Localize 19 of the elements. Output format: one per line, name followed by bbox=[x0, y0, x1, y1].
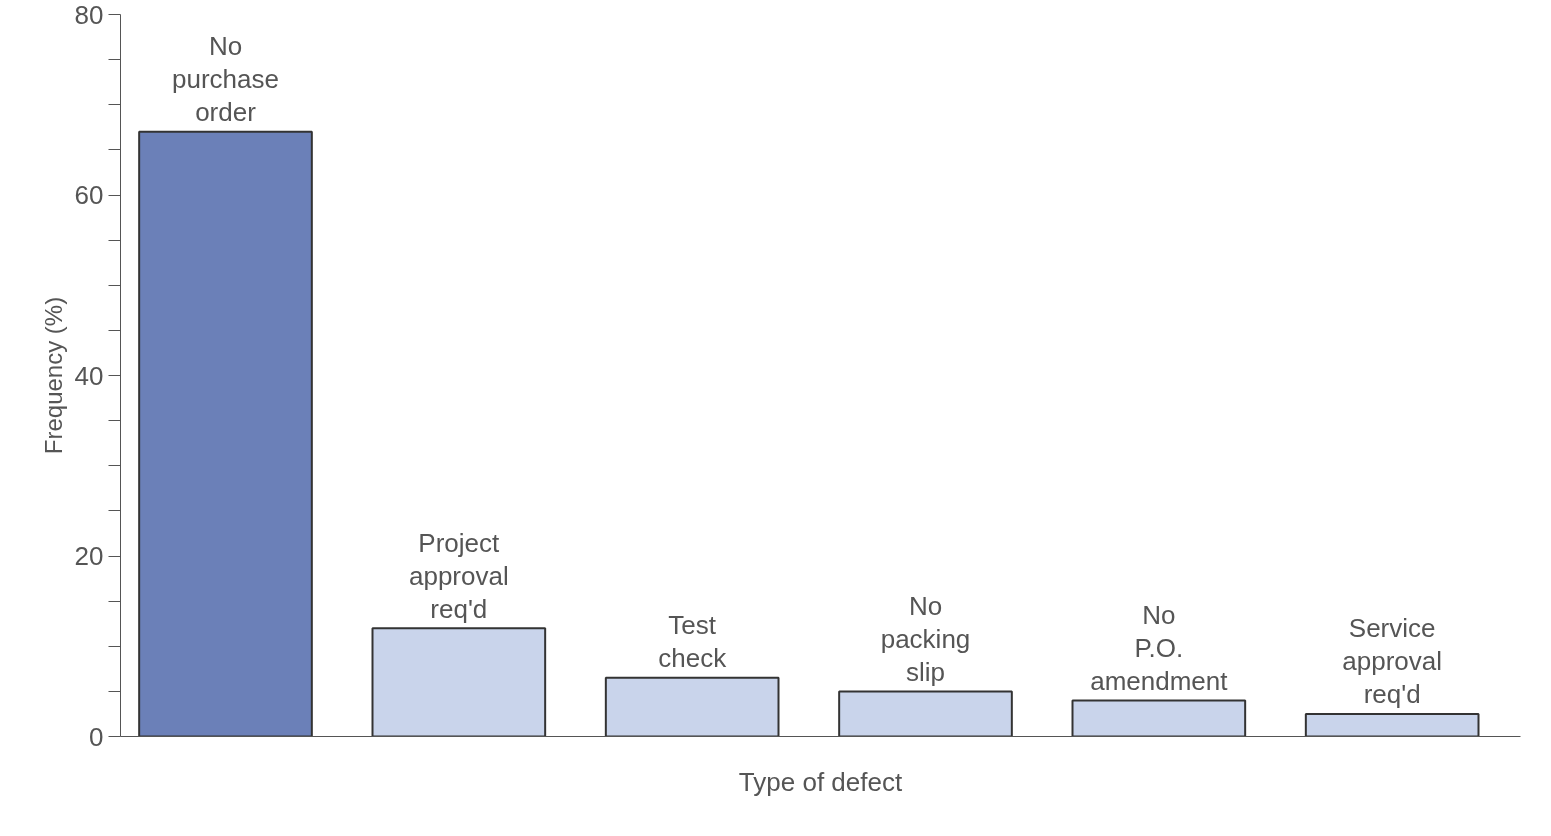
bar bbox=[1304, 712, 1480, 737]
x-tick-label: Service approval req'd bbox=[1342, 613, 1443, 710]
bar bbox=[604, 676, 780, 737]
y-tick-label: 20 bbox=[74, 541, 104, 571]
x-tick-label: No purchase order bbox=[172, 31, 279, 128]
y-tick-label: 80 bbox=[74, 0, 104, 30]
bar bbox=[838, 690, 1013, 737]
y-tick-label: 0 bbox=[89, 721, 104, 752]
x-tick-label: Test check bbox=[658, 610, 728, 674]
x-tick-label: No P.O. amendment bbox=[1090, 599, 1229, 696]
x-axis-title: Type of defect bbox=[738, 766, 903, 797]
bar bbox=[1071, 699, 1247, 737]
bar bbox=[371, 627, 547, 737]
y-tick-label: 40 bbox=[74, 360, 104, 391]
x-tick-label: Project approval req'd bbox=[408, 527, 509, 624]
y-tick-label: 60 bbox=[74, 180, 104, 210]
bar bbox=[138, 130, 313, 737]
y-axis-title: Frequency (%) bbox=[39, 296, 67, 455]
x-tick-label: No packing slip bbox=[880, 590, 971, 687]
